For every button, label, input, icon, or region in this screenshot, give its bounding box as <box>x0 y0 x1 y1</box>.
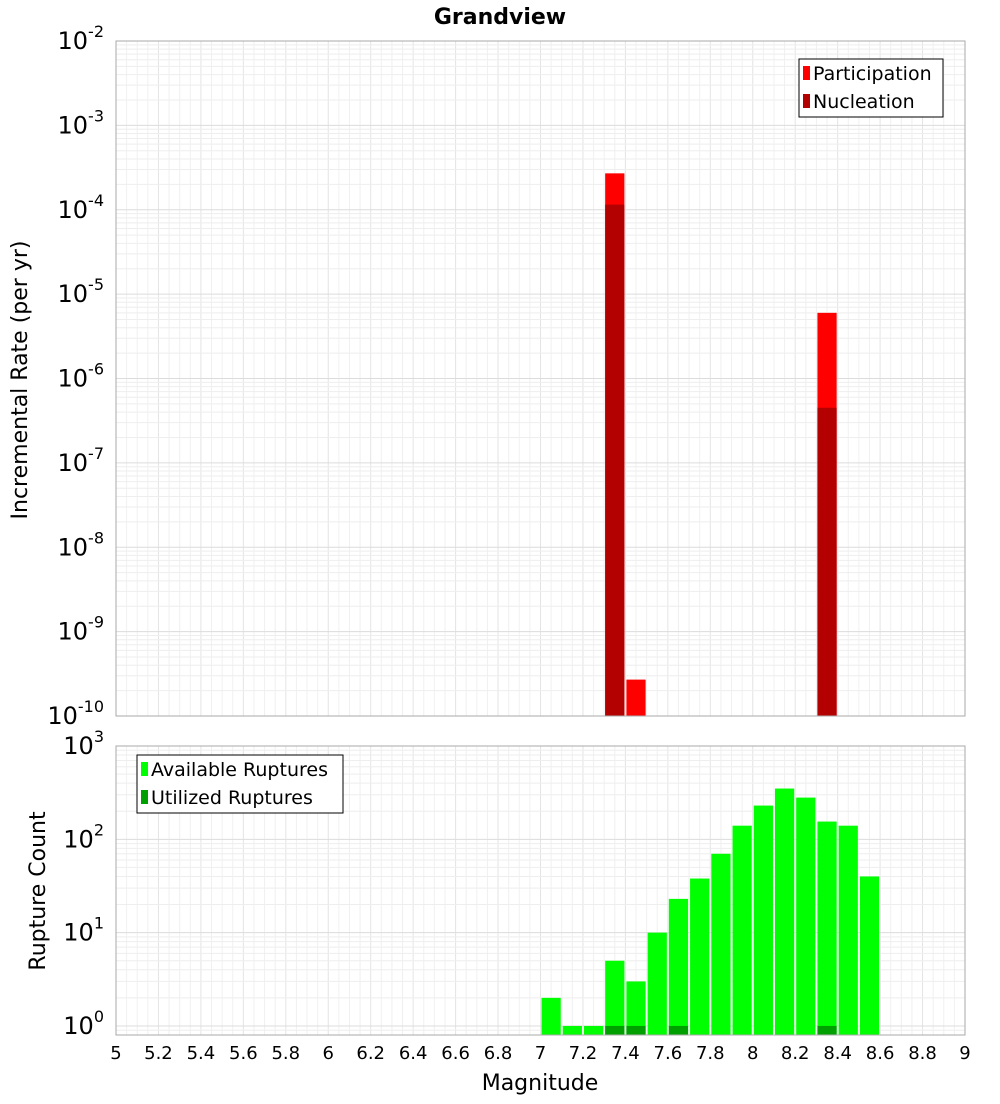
x-tick-label: 6.4 <box>399 1043 428 1064</box>
y-tick-label: 10-7 <box>58 444 105 477</box>
y-tick-label: 10-8 <box>58 528 105 561</box>
x-tick-label: 7 <box>535 1043 546 1064</box>
x-tick-label: 5.6 <box>229 1043 258 1064</box>
legend: Available Ruptures Utilized Ruptures <box>136 754 344 814</box>
bar-available-ruptures <box>690 878 710 1035</box>
y-tick-label: 10-2 <box>58 22 105 55</box>
y-tick-label: 10-9 <box>58 613 105 646</box>
bar-participation <box>626 679 646 716</box>
bar-available-ruptures <box>859 876 880 1035</box>
x-tick-label: 7.2 <box>569 1043 598 1064</box>
bar-available-ruptures <box>711 853 731 1035</box>
x-tick-label: 5 <box>110 1043 121 1064</box>
y-tick-label: 103 <box>63 727 104 760</box>
y-tick-label: 10-4 <box>58 191 105 224</box>
bar-available-ruptures <box>753 805 773 1035</box>
top-y-axis-label: Incremental Rate (per yr) <box>8 241 33 520</box>
legend-box <box>136 754 344 814</box>
legend-box <box>798 58 944 118</box>
bar-utilized-ruptures <box>668 1025 689 1035</box>
bar-available-ruptures <box>562 1025 582 1035</box>
x-tick-label: 7.6 <box>654 1043 683 1064</box>
legend: Participation Nucleation <box>798 58 944 118</box>
legend-swatch <box>803 94 810 108</box>
bar-utilized-ruptures <box>817 1025 837 1035</box>
x-tick-label: 7.4 <box>611 1043 640 1064</box>
bar-available-ruptures <box>541 997 561 1035</box>
chart-title: Grandview <box>434 5 566 30</box>
y-tick-label: 10-3 <box>58 106 105 139</box>
y-tick-label: 10-5 <box>58 275 105 308</box>
x-tick-label: 9 <box>959 1043 970 1064</box>
bar-available-ruptures <box>732 825 752 1035</box>
y-tick-label: 10-10 <box>47 697 104 730</box>
x-tick-label: 6 <box>323 1043 334 1064</box>
bar-available-ruptures <box>817 821 837 1035</box>
bar-available-ruptures <box>605 960 625 1035</box>
x-tick-label: 6.2 <box>356 1043 385 1064</box>
bar-available-ruptures <box>626 981 646 1035</box>
y-tick-label: 102 <box>63 820 104 853</box>
bar-utilized-ruptures <box>605 1025 625 1035</box>
bar-available-ruptures <box>583 1025 604 1035</box>
legend-label: Utilized Ruptures <box>151 787 313 809</box>
x-tick-label: 7.8 <box>696 1043 725 1064</box>
x-tick-label: 5.4 <box>187 1043 216 1064</box>
bar-available-ruptures <box>796 797 816 1035</box>
x-tick-label: 5.8 <box>271 1043 300 1064</box>
plot-border <box>115 745 966 1036</box>
bar-available-ruptures <box>774 788 795 1035</box>
x-tick-label: 8.8 <box>908 1043 937 1064</box>
y-tick-label: 10-6 <box>58 360 105 393</box>
legend-label: Available Ruptures <box>151 759 328 781</box>
bar-nucleation <box>817 407 837 716</box>
rupture-count-panel: 103 102 101 100 5 5.2 5.4 5.6 5.8 6 6.2 6.4 6.6 6.8 7 7… <box>63 727 970 1064</box>
participation-nucleation-panel: 10-2 10-3 10-4 10-5 10-6 10-7 10-8 10-9 10-10 Par… <box>47 22 966 730</box>
x-tick-label: 5.2 <box>144 1043 173 1064</box>
x-axis-label: Magnitude <box>482 1071 599 1096</box>
bar-available-ruptures <box>838 825 858 1035</box>
x-tick-label: 8.2 <box>781 1043 810 1064</box>
legend-swatch <box>141 790 148 804</box>
y-tick-label: 101 <box>63 914 104 947</box>
bar-utilized-ruptures <box>626 1025 646 1035</box>
legend-label: Nucleation <box>813 91 915 113</box>
legend-swatch <box>141 762 148 776</box>
y-tick-label: 100 <box>63 1007 104 1040</box>
x-tick-label: 6.6 <box>441 1043 470 1064</box>
plot-border <box>115 40 966 717</box>
x-tick-label: 6.8 <box>484 1043 513 1064</box>
legend-label: Participation <box>813 63 932 85</box>
bottom-y-axis-label: Rupture Count <box>26 811 51 971</box>
x-tick-label: 8.6 <box>866 1043 895 1064</box>
bar-nucleation <box>605 204 625 717</box>
legend-swatch <box>803 66 810 80</box>
x-tick-label: 8.4 <box>823 1043 852 1064</box>
bar-available-ruptures <box>647 932 667 1035</box>
x-tick-label: 8 <box>747 1043 758 1064</box>
bar-available-ruptures <box>668 898 689 1035</box>
